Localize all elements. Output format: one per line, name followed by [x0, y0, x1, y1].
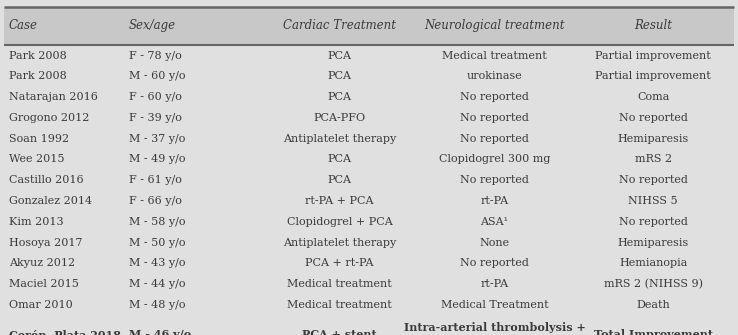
Text: Medical treatment: Medical treatment [287, 279, 392, 289]
Text: Medical treatment: Medical treatment [442, 51, 547, 61]
Text: Kim 2013: Kim 2013 [9, 217, 63, 227]
Text: F - 39 y/o: F - 39 y/o [129, 113, 182, 123]
Text: Cardiac Treatment: Cardiac Treatment [283, 19, 396, 32]
Text: Partial improvement: Partial improvement [596, 71, 711, 81]
Text: F - 78 y/o: F - 78 y/o [129, 51, 182, 61]
Text: Result: Result [634, 19, 672, 32]
Text: Park 2008: Park 2008 [9, 71, 66, 81]
Text: NIHSS 5: NIHSS 5 [628, 196, 678, 206]
Text: None: None [480, 238, 509, 248]
Text: Partial improvement: Partial improvement [596, 51, 711, 61]
Text: No reported: No reported [460, 92, 529, 102]
Text: M - 37 y/o: M - 37 y/o [129, 134, 185, 144]
Text: No reported: No reported [618, 217, 688, 227]
Text: Gonzalez 2014: Gonzalez 2014 [9, 196, 92, 206]
Text: Akyuz 2012: Akyuz 2012 [9, 258, 75, 268]
Text: Omar 2010: Omar 2010 [9, 300, 72, 310]
Text: PCA: PCA [328, 92, 351, 102]
Text: Medical treatment: Medical treatment [287, 300, 392, 310]
Text: Park 2008: Park 2008 [9, 51, 66, 61]
Text: No reported: No reported [618, 113, 688, 123]
Text: Death: Death [636, 300, 670, 310]
Text: Sex/age: Sex/age [129, 19, 176, 32]
Text: Clopidogrel 300 mg: Clopidogrel 300 mg [439, 154, 550, 164]
Text: PCA-PFO: PCA-PFO [314, 113, 365, 123]
Text: F - 66 y/o: F - 66 y/o [129, 196, 182, 206]
Text: No reported: No reported [618, 175, 688, 185]
Text: No reported: No reported [460, 258, 529, 268]
Text: Cerón, Plata 2018: Cerón, Plata 2018 [9, 329, 121, 335]
Text: Maciel 2015: Maciel 2015 [9, 279, 79, 289]
Text: F - 61 y/o: F - 61 y/o [129, 175, 182, 185]
Text: PCA: PCA [328, 51, 351, 61]
Text: M - 48 y/o: M - 48 y/o [129, 300, 186, 310]
Text: PCA: PCA [328, 71, 351, 81]
Text: PCA: PCA [328, 154, 351, 164]
Text: urokinase: urokinase [466, 71, 523, 81]
Text: Total Improvement: Total Improvement [593, 329, 713, 335]
Text: Wee 2015: Wee 2015 [9, 154, 64, 164]
Text: F - 60 y/o: F - 60 y/o [129, 92, 182, 102]
Text: Neurological treatment: Neurological treatment [424, 19, 565, 32]
Text: M - 44 y/o: M - 44 y/o [129, 279, 186, 289]
Text: Natarajan 2016: Natarajan 2016 [9, 92, 97, 102]
Text: rt-PA: rt-PA [480, 279, 508, 289]
Text: No reported: No reported [460, 175, 529, 185]
Text: mRS 2: mRS 2 [635, 154, 672, 164]
Text: Hemianopia: Hemianopia [619, 258, 687, 268]
Text: M - 43 y/o: M - 43 y/o [129, 258, 186, 268]
Text: Antiplatelet therapy: Antiplatelet therapy [283, 238, 396, 248]
Text: Case: Case [9, 19, 38, 32]
Text: Hemiparesis: Hemiparesis [618, 238, 689, 248]
Text: Antiplatelet therapy: Antiplatelet therapy [283, 134, 396, 144]
Text: ASA¹: ASA¹ [480, 217, 508, 227]
Text: No reported: No reported [460, 134, 529, 144]
Text: Grogono 2012: Grogono 2012 [9, 113, 89, 123]
Text: rt-PA: rt-PA [480, 196, 508, 206]
Text: Soan 1992: Soan 1992 [9, 134, 69, 144]
Text: mRS 2 (NIHSS 9): mRS 2 (NIHSS 9) [604, 279, 703, 289]
Text: No reported: No reported [460, 113, 529, 123]
Text: M - 49 y/o: M - 49 y/o [129, 154, 186, 164]
Text: Clopidogrel + PCA: Clopidogrel + PCA [286, 217, 393, 227]
Bar [4, 7, 734, 45]
Text: Hosoya 2017: Hosoya 2017 [9, 238, 83, 248]
Text: M - 60 y/o: M - 60 y/o [129, 71, 186, 81]
Text: Coma: Coma [637, 92, 669, 102]
Text: PCA + stent: PCA + stent [302, 329, 377, 335]
Text: M - 46 y/o: M - 46 y/o [129, 329, 191, 335]
Text: Castillo 2016: Castillo 2016 [9, 175, 83, 185]
Text: Hemiparesis: Hemiparesis [618, 134, 689, 144]
Text: PCA + rt-PA: PCA + rt-PA [306, 258, 373, 268]
Text: Medical Treatment: Medical Treatment [441, 300, 548, 310]
Text: PCA: PCA [328, 175, 351, 185]
Text: Intra-arterial thrombolysis +
cerebral thrombectomy: Intra-arterial thrombolysis + cerebral t… [404, 322, 585, 335]
Text: M - 50 y/o: M - 50 y/o [129, 238, 186, 248]
Text: M - 58 y/o: M - 58 y/o [129, 217, 186, 227]
Text: rt-PA + PCA: rt-PA + PCA [306, 196, 373, 206]
